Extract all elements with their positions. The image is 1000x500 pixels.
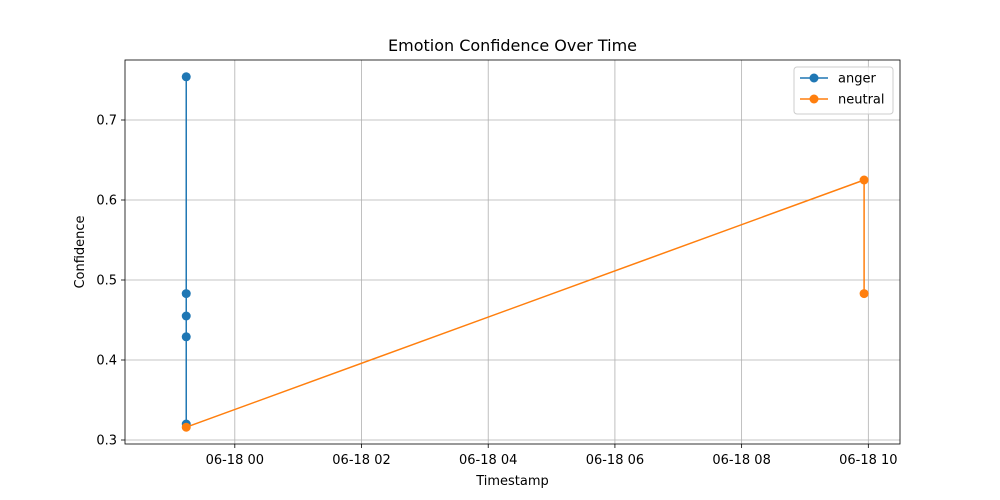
grid — [125, 60, 900, 444]
data-point-neutral — [859, 289, 869, 299]
x-tick-label: 06-18 00 — [206, 453, 264, 468]
data-point-anger — [181, 72, 191, 82]
legend-label-neutral: neutral — [838, 93, 885, 108]
series-layer — [181, 72, 869, 432]
data-point-anger — [181, 289, 191, 299]
data-point-anger — [181, 311, 191, 321]
legend-items: anger neutral — [800, 72, 885, 108]
y-tick-label: 0.3 — [96, 434, 117, 449]
x-tick-label: 06-18 02 — [332, 453, 390, 468]
y-tick-label: 0.7 — [96, 114, 117, 129]
x-tick-label: 06-18 10 — [839, 453, 897, 468]
legend-item-anger: anger — [800, 72, 876, 87]
y-tick-label: 0.6 — [96, 194, 117, 209]
x-axis-title: Timestamp — [475, 474, 549, 489]
y-axis-title: Confidence — [73, 215, 88, 288]
y-tick-label: 0.4 — [96, 354, 117, 369]
data-point-neutral — [859, 175, 869, 185]
legend-item-neutral: neutral — [800, 93, 885, 108]
x-tick-label: 06-18 04 — [459, 453, 517, 468]
plot-frame — [124, 59, 901, 445]
legend-marker-neutral — [809, 94, 819, 104]
data-point-neutral — [181, 422, 191, 432]
legend-marker-anger — [809, 73, 819, 83]
series-neutral — [181, 175, 869, 432]
data-point-anger — [181, 332, 191, 342]
legend-label-anger: anger — [838, 72, 876, 87]
ticks: 06-18 00 06-18 02 06-18 04 06-18 06 06-18 08… — [96, 114, 897, 469]
x-tick-label: 06-18 08 — [712, 453, 770, 468]
chart-title: Emotion Confidence Over Time — [388, 36, 637, 55]
x-tick-label: 06-18 06 — [586, 453, 644, 468]
legend: anger neutral — [793, 66, 894, 115]
y-tick-label: 0.5 — [96, 274, 117, 289]
